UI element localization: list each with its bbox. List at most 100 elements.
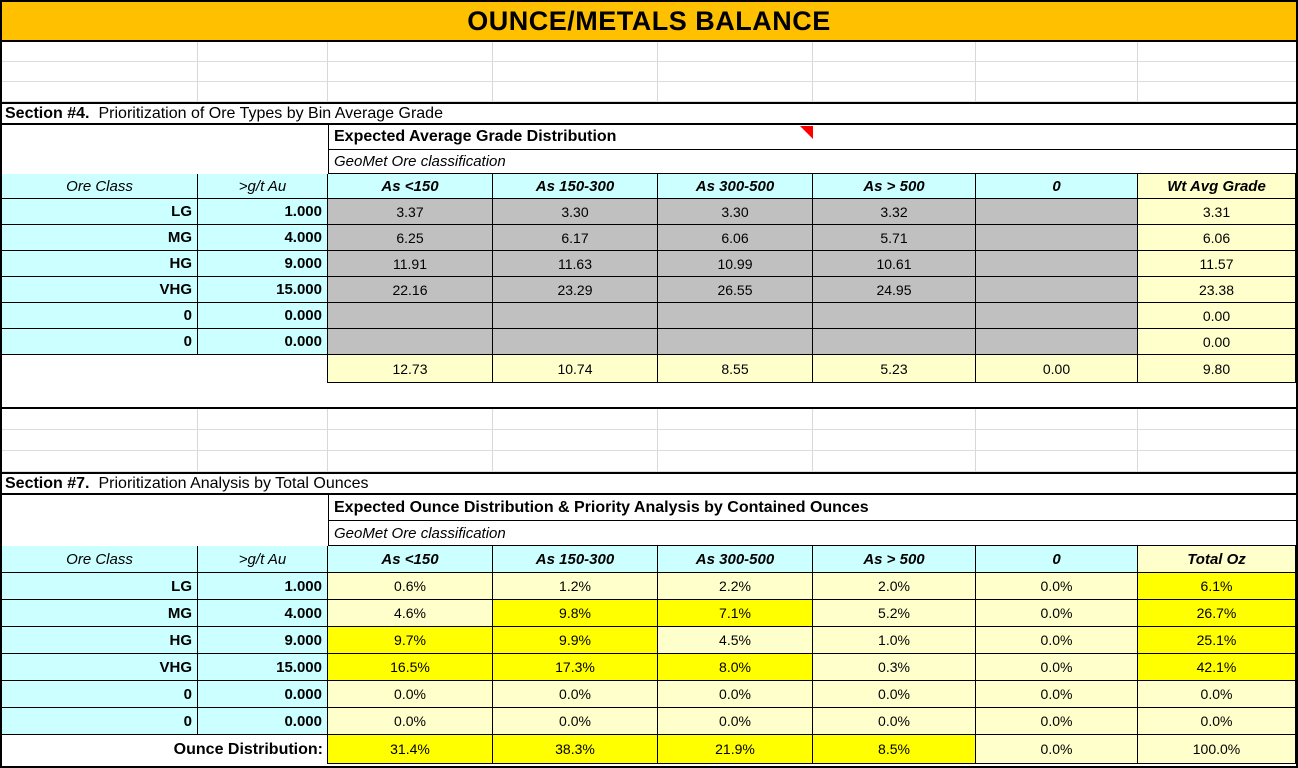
ore-class-cell[interactable]: MG: [2, 225, 198, 251]
ounce-pct-cell[interactable]: 0.0%: [328, 681, 493, 708]
header-ore-class[interactable]: Ore Class: [2, 546, 198, 573]
ounce-table-title[interactable]: Expected Ounce Distribution & Priority A…: [328, 495, 1296, 521]
cutoff-cell[interactable]: 1.000: [198, 573, 328, 600]
wt-avg-cell[interactable]: 3.31: [1138, 199, 1296, 225]
cutoff-cell[interactable]: 1.000: [198, 199, 328, 225]
grade-cell[interactable]: [658, 329, 813, 355]
grade-total-cell[interactable]: 5.23: [813, 355, 976, 383]
header-as-300-500[interactable]: As 300-500: [658, 546, 813, 573]
ounce-pct-cell[interactable]: 0.3%: [813, 654, 976, 681]
grade-cell[interactable]: [813, 303, 976, 329]
header-total-oz[interactable]: Total Oz: [1138, 546, 1296, 573]
grade-total-cell[interactable]: 8.55: [658, 355, 813, 383]
ounce-pct-cell[interactable]: 0.0%: [493, 708, 658, 735]
ounce-pct-cell[interactable]: 0.0%: [976, 600, 1138, 627]
grade-cell[interactable]: 6.06: [658, 225, 813, 251]
ounce-pct-cell[interactable]: 1.2%: [493, 573, 658, 600]
ounce-pct-cell[interactable]: 9.8%: [493, 600, 658, 627]
cutoff-cell[interactable]: 0.000: [198, 329, 328, 355]
header-as-lt-150[interactable]: As <150: [328, 546, 493, 573]
header-zero[interactable]: 0: [976, 546, 1138, 573]
ounce-distribution-cell[interactable]: 0.0%: [976, 735, 1138, 764]
grade-cell[interactable]: [976, 199, 1138, 225]
grade-cell[interactable]: [976, 251, 1138, 277]
header-as-150-300[interactable]: As 150-300: [493, 546, 658, 573]
cutoff-cell[interactable]: 9.000: [198, 627, 328, 654]
header-as-150-300[interactable]: As 150-300: [493, 174, 658, 199]
grade-cell[interactable]: [493, 303, 658, 329]
grade-cell[interactable]: 3.37: [328, 199, 493, 225]
grade-cell[interactable]: 23.29: [493, 277, 658, 303]
ore-class-cell[interactable]: LG: [2, 199, 198, 225]
ounce-pct-cell[interactable]: 2.0%: [813, 573, 976, 600]
header-as-gt-500[interactable]: As > 500: [813, 174, 976, 199]
ore-class-cell[interactable]: VHG: [2, 277, 198, 303]
total-oz-cell[interactable]: 0.0%: [1138, 708, 1296, 735]
ounce-pct-cell[interactable]: 0.0%: [658, 708, 813, 735]
grade-total-cell[interactable]: 12.73: [328, 355, 493, 383]
header-cutoff[interactable]: >g/t Au: [198, 174, 328, 199]
ounce-pct-cell[interactable]: 17.3%: [493, 654, 658, 681]
total-oz-cell[interactable]: 26.7%: [1138, 600, 1296, 627]
grade-cell[interactable]: 10.99: [658, 251, 813, 277]
ounce-pct-cell[interactable]: 9.7%: [328, 627, 493, 654]
ounce-pct-cell[interactable]: 4.6%: [328, 600, 493, 627]
ounce-pct-cell[interactable]: 0.0%: [976, 654, 1138, 681]
ounce-pct-cell[interactable]: 0.0%: [658, 681, 813, 708]
total-oz-cell[interactable]: 42.1%: [1138, 654, 1296, 681]
header-cutoff[interactable]: >g/t Au: [198, 546, 328, 573]
ore-class-cell[interactable]: 0: [2, 681, 198, 708]
ounce-distribution-total-cell[interactable]: 100.0%: [1138, 735, 1296, 764]
wt-avg-cell[interactable]: 6.06: [1138, 225, 1296, 251]
cutoff-cell[interactable]: 0.000: [198, 681, 328, 708]
ounce-pct-cell[interactable]: 0.0%: [328, 708, 493, 735]
cutoff-cell[interactable]: 0.000: [198, 303, 328, 329]
grade-cell[interactable]: [976, 303, 1138, 329]
ounce-pct-cell[interactable]: 0.0%: [976, 681, 1138, 708]
wt-avg-cell[interactable]: 23.38: [1138, 277, 1296, 303]
header-ore-class[interactable]: Ore Class: [2, 174, 198, 199]
header-zero[interactable]: 0: [976, 174, 1138, 199]
ore-class-cell[interactable]: VHG: [2, 654, 198, 681]
grade-cell[interactable]: [976, 329, 1138, 355]
ounce-pct-cell[interactable]: 0.0%: [813, 681, 976, 708]
ounce-pct-cell[interactable]: 0.0%: [976, 573, 1138, 600]
ore-class-cell[interactable]: HG: [2, 251, 198, 277]
grade-cell[interactable]: 3.30: [493, 199, 658, 225]
total-oz-cell[interactable]: 25.1%: [1138, 627, 1296, 654]
cutoff-cell[interactable]: 4.000: [198, 600, 328, 627]
total-oz-cell[interactable]: 0.0%: [1138, 681, 1296, 708]
grade-cell[interactable]: [813, 329, 976, 355]
ore-class-cell[interactable]: LG: [2, 573, 198, 600]
grade-cell[interactable]: 11.63: [493, 251, 658, 277]
grade-total-wt-avg-cell[interactable]: 9.80: [1138, 355, 1296, 383]
header-as-lt-150[interactable]: As <150: [328, 174, 493, 199]
grade-cell[interactable]: 6.25: [328, 225, 493, 251]
grade-cell[interactable]: [976, 277, 1138, 303]
wt-avg-cell[interactable]: 0.00: [1138, 329, 1296, 355]
cutoff-cell[interactable]: 15.000: [198, 277, 328, 303]
wt-avg-cell[interactable]: 0.00: [1138, 303, 1296, 329]
grade-cell[interactable]: 24.95: [813, 277, 976, 303]
ounce-distribution-cell[interactable]: 8.5%: [813, 735, 976, 764]
ounce-distribution-cell[interactable]: 38.3%: [493, 735, 658, 764]
ore-class-cell[interactable]: 0: [2, 303, 198, 329]
ounce-pct-cell[interactable]: 2.2%: [658, 573, 813, 600]
ounce-classification-label[interactable]: GeoMet Ore classification: [328, 521, 1296, 546]
header-as-300-500[interactable]: As 300-500: [658, 174, 813, 199]
ounce-pct-cell[interactable]: 0.0%: [976, 627, 1138, 654]
header-wt-avg-grade[interactable]: Wt Avg Grade: [1138, 174, 1296, 199]
ounce-distribution-cell[interactable]: 21.9%: [658, 735, 813, 764]
total-oz-cell[interactable]: 6.1%: [1138, 573, 1296, 600]
ore-class-cell[interactable]: 0: [2, 329, 198, 355]
grade-total-cell[interactable]: 10.74: [493, 355, 658, 383]
ounce-pct-cell[interactable]: 1.0%: [813, 627, 976, 654]
grade-classification-label[interactable]: GeoMet Ore classification: [328, 150, 1296, 174]
ounce-pct-cell[interactable]: 16.5%: [328, 654, 493, 681]
grade-cell[interactable]: 3.32: [813, 199, 976, 225]
grade-cell[interactable]: 6.17: [493, 225, 658, 251]
grade-cell[interactable]: [493, 329, 658, 355]
ore-class-cell[interactable]: 0: [2, 708, 198, 735]
grade-cell[interactable]: 5.71: [813, 225, 976, 251]
grade-cell[interactable]: 26.55: [658, 277, 813, 303]
